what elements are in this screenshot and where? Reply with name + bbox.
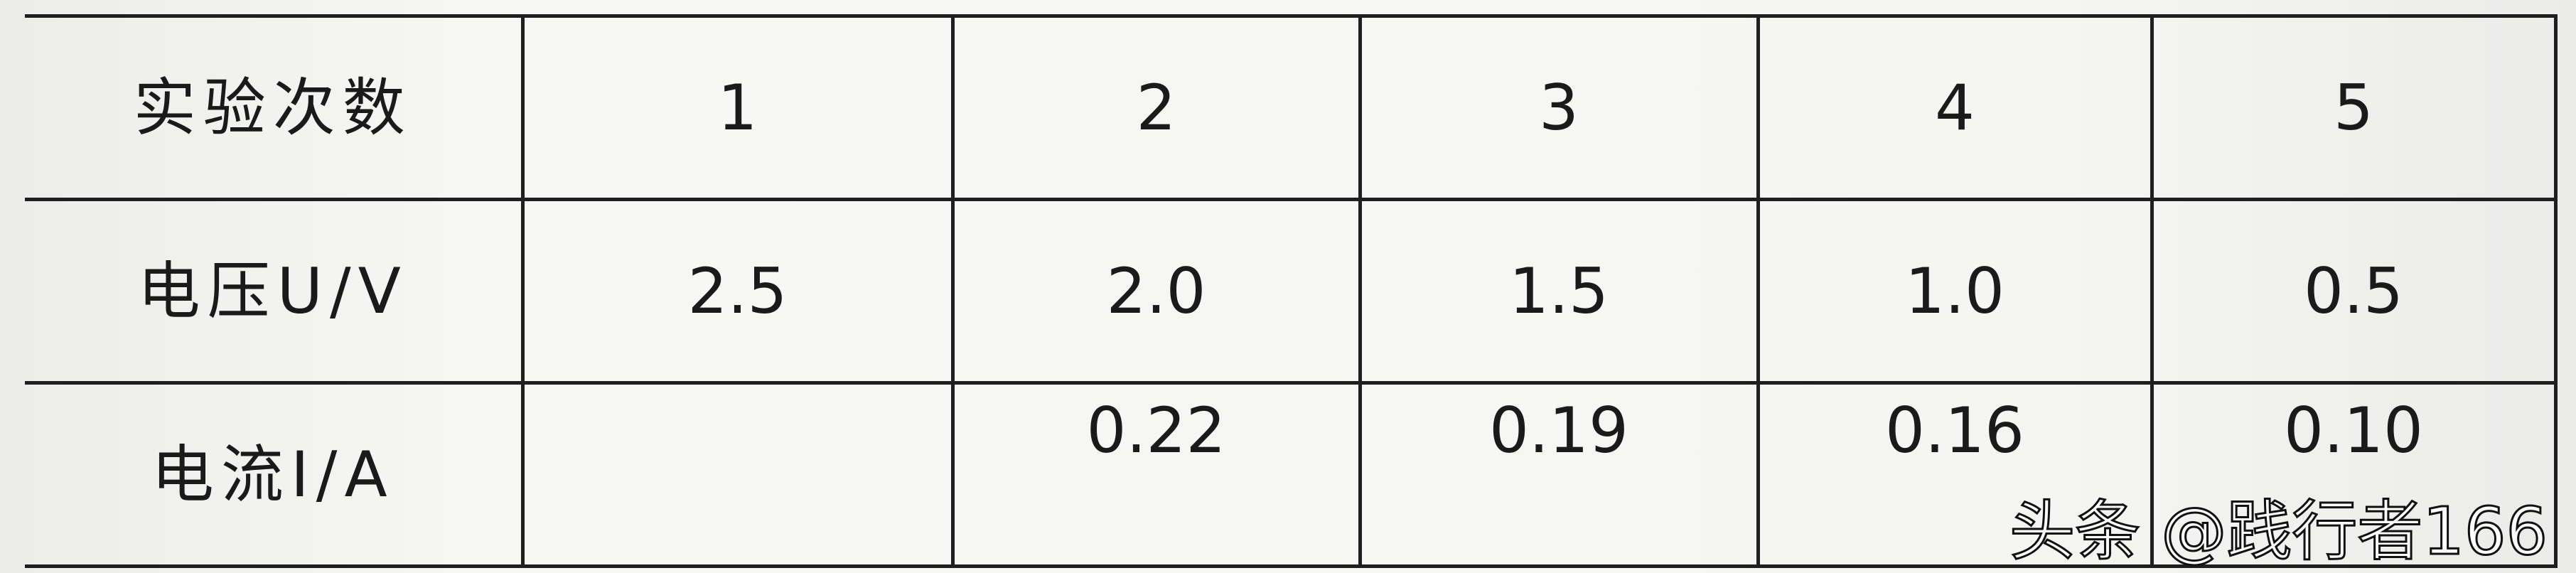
voltage-cell: 1.5 (1358, 198, 1760, 385)
trial-cell: 5 (2150, 14, 2558, 201)
current-row: 电流I/A 0.22 0.19 0.16 0.10 (25, 381, 2558, 568)
current-cell: 0.16 (1756, 381, 2154, 568)
trial-number-row: 实验次数 1 2 3 4 5 (25, 14, 2558, 201)
trial-cell: 4 (1756, 14, 2154, 201)
voltage-cell: 2.0 (950, 198, 1362, 385)
trial-cell: 3 (1358, 14, 1760, 201)
voltage-row: 电压U/V 2.5 2.0 1.5 1.0 0.5 (25, 198, 2558, 385)
experiment-data-table: 实验次数 1 2 3 4 5 电压U/V 2.5 2.0 1.5 1.0 0.5… (25, 14, 2558, 568)
header-label-cell: 实验次数 (25, 14, 525, 201)
voltage-cell: 2.5 (520, 198, 955, 385)
trial-cell: 1 (520, 14, 955, 201)
voltage-cell: 0.5 (2150, 198, 2558, 385)
current-cell: 0.10 (2150, 381, 2558, 568)
current-cell-empty (520, 381, 955, 568)
voltage-label-cell: 电压U/V (25, 198, 525, 385)
voltage-cell: 1.0 (1756, 198, 2154, 385)
current-cell: 0.22 (950, 381, 1362, 568)
watermark: 头条 @践行者166 (2009, 493, 2549, 569)
current-label-cell: 电流I/A (25, 381, 525, 568)
trial-cell: 2 (950, 14, 1362, 201)
current-cell: 0.19 (1358, 381, 1760, 568)
